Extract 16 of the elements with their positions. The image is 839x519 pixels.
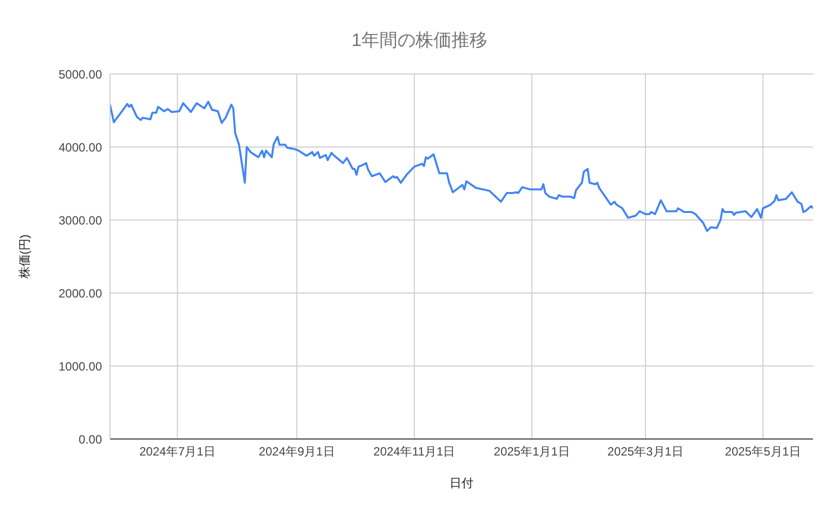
y-tick-label: 2000.00 bbox=[58, 286, 102, 300]
y-tick-label: 4000.00 bbox=[58, 140, 102, 154]
y-tick-label: 5000.00 bbox=[58, 67, 102, 82]
x-tick-label: 2025年1月1日 bbox=[494, 444, 570, 459]
y-axis-title: 株価(円) bbox=[17, 234, 32, 280]
x-tick-label: 2024年9月1日 bbox=[258, 444, 335, 459]
x-tick-label: 2025年3月1日 bbox=[607, 444, 684, 459]
x-tick-label: 2024年7月1日 bbox=[139, 444, 216, 459]
x-axis-title: 日付 bbox=[450, 476, 474, 490]
line-series bbox=[110, 100, 813, 232]
y-tick-label: 1000.00 bbox=[58, 359, 102, 374]
x-tick-label: 2025年5月1日 bbox=[724, 444, 801, 459]
y-tick-label: 0.00 bbox=[78, 432, 102, 446]
x-tick-label: 2024年11月1日 bbox=[373, 444, 456, 459]
chart-title: 1年間の株価推移 bbox=[350, 29, 488, 52]
y-tick-label: 3000.00 bbox=[58, 213, 102, 228]
